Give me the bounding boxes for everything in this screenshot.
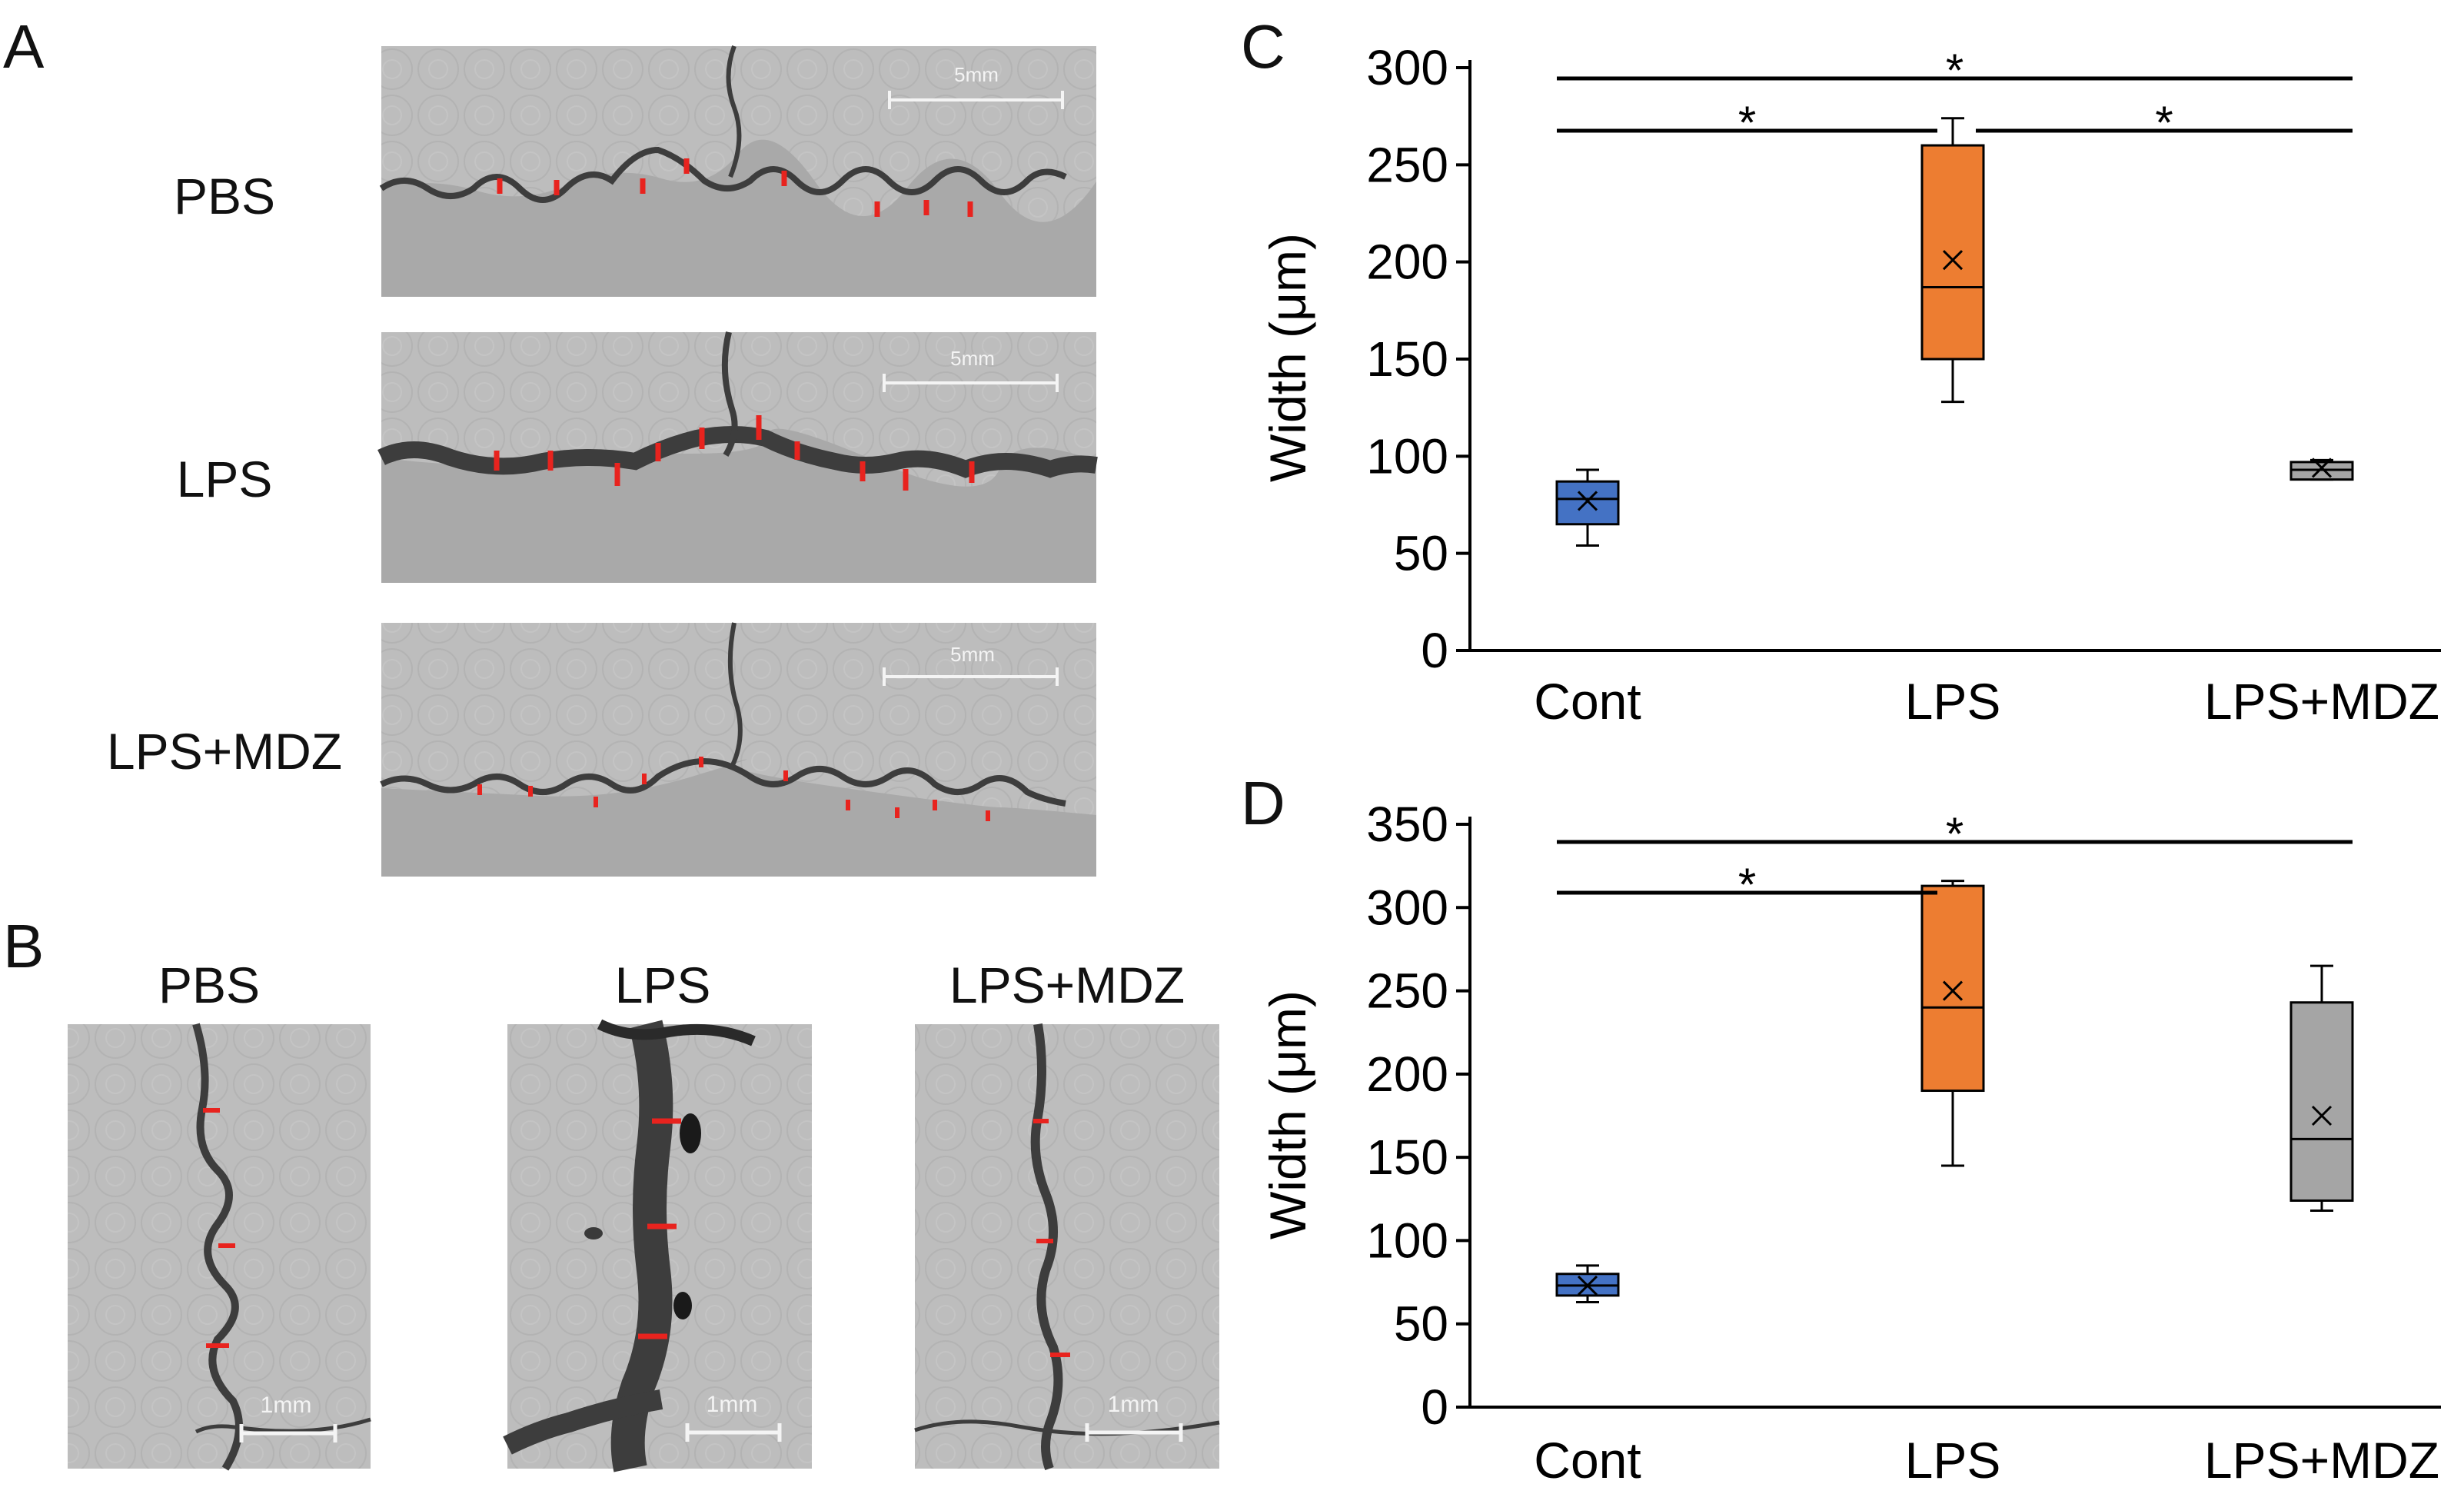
box-cont [1555, 468, 1620, 547]
mean-marker [1577, 491, 1598, 511]
micro-ct-image-a-mdz [380, 622, 1096, 877]
scale-bar-label-a-pbs: 5mm [954, 63, 999, 86]
panel-b-col-pbs: PBS 1mm [68, 957, 371, 1471]
box-lps [1920, 880, 1985, 1167]
y-tick-label: 250 [1366, 963, 1448, 1019]
significance-star: * [1738, 859, 1756, 910]
box-iqr [1920, 144, 1985, 361]
panel-b-label-lps: LPS [615, 957, 711, 1013]
box-iqr [1920, 884, 1985, 1093]
x-category-label: LPS+MDZ [2204, 1432, 2439, 1489]
x-category-label: Cont [1534, 673, 1641, 730]
significance-star: * [2155, 97, 2173, 148]
mean-marker [1942, 250, 1964, 271]
panel-letter-a: A [3, 12, 45, 81]
panel-b-col-lps: LPS 1mm [503, 957, 812, 1472]
panel-a-label-lps: LPS [177, 451, 273, 507]
y-tick-label: 50 [1394, 1296, 1448, 1352]
y-tick-label: 100 [1366, 428, 1448, 484]
mean-marker [2311, 458, 2333, 478]
mean-marker [1577, 1275, 1598, 1296]
micro-ct-image-b-pbs [68, 1023, 371, 1471]
x-category-label: LPS [1905, 673, 2001, 730]
micro-ct-image-a-lps [377, 331, 1098, 583]
y-tick-label: 250 [1366, 137, 1448, 192]
y-tick-label: 0 [1421, 1379, 1448, 1435]
box-lps [1920, 117, 1985, 404]
y-tick-label: 350 [1366, 797, 1448, 852]
y-tick-label: 200 [1366, 1046, 1448, 1102]
significance-star: * [1738, 97, 1756, 148]
scale-bar-label-b-mdz: 1mm [1108, 1392, 1159, 1417]
y-tick-label: 0 [1421, 623, 1448, 678]
x-category-label: LPS+MDZ [2204, 673, 2439, 730]
panel-a-row-mdz: LPS+MDZ 5mm [107, 622, 1096, 877]
y-tick-label: 50 [1394, 526, 1448, 581]
scale-bar-label-a-lps: 5mm [950, 347, 995, 370]
y-axis-label: Width (μm) [1259, 990, 1316, 1239]
y-tick-label: 300 [1366, 40, 1448, 95]
box-lps-mdz [2289, 458, 2354, 481]
mean-marker [1942, 980, 1964, 1001]
x-category-label: LPS [1905, 1432, 2001, 1489]
box-iqr [1555, 480, 1620, 526]
panel-b-label-pbs: PBS [158, 957, 260, 1013]
micro-ct-image-b-mdz [914, 1023, 1220, 1471]
panel-a-label-pbs: PBS [174, 168, 275, 225]
panel-b-label-mdz: LPS+MDZ [949, 957, 1185, 1013]
micro-ct-image-b-lps [503, 1019, 812, 1472]
y-tick-label: 300 [1366, 880, 1448, 935]
panel-a-label-mdz: LPS+MDZ [107, 723, 342, 780]
mean-marker [2311, 1105, 2333, 1126]
scale-bar-label-a-mdz: 5mm [950, 643, 995, 666]
panel-a-row-lps: LPS 5mm [177, 331, 1098, 583]
micro-ct-image-a-pbs [379, 45, 1096, 297]
y-tick-label: 150 [1366, 1130, 1448, 1185]
panel-letter-b: B [3, 912, 44, 980]
panel-b-col-mdz: LPS+MDZ 1mm [914, 957, 1220, 1471]
y-tick-label: 100 [1366, 1213, 1448, 1268]
y-tick-label: 200 [1366, 235, 1448, 290]
y-tick-label: 150 [1366, 331, 1448, 387]
scale-bar-label-b-pbs: 1mm [261, 1393, 312, 1418]
box-plot-d: 0 50 100 150 200 250 300 350 Width (μm) Cont LPS LP… [1259, 797, 2441, 1489]
scale-bar-label-b-lps: 1mm [707, 1392, 758, 1417]
significance-star: * [1946, 45, 1964, 96]
y-axis-label: Width (μm) [1259, 233, 1316, 482]
significance-star: * [1946, 808, 1964, 860]
panel-a-row-pbs: PBS 5mm [174, 45, 1096, 297]
box-lps-mdz [2289, 964, 2354, 1212]
panel-letter-d: D [1241, 769, 1285, 837]
panel-letter-c: C [1241, 12, 1285, 81]
x-category-label: Cont [1534, 1432, 1641, 1489]
box-cont [1555, 1264, 1620, 1304]
box-plot-c: 0 50 100 150 200 250 300 Width (μm) Cont LPS LPS+M… [1259, 40, 2441, 730]
box-iqr [2289, 1001, 2354, 1202]
